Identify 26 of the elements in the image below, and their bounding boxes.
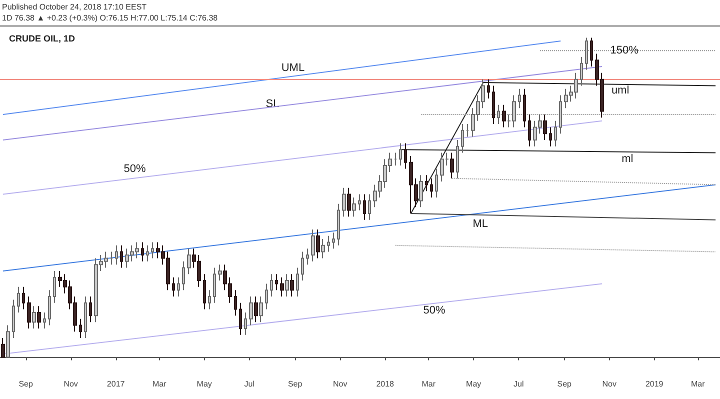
x-tick-label: May: [466, 380, 482, 388]
series-label: ML: [472, 218, 488, 230]
series-label: 150%: [610, 44, 639, 57]
x-tick-label: Jul: [513, 380, 524, 388]
series-label: UML: [281, 62, 305, 74]
series-label: 50%: [124, 163, 146, 176]
x-tick-label: Nov: [64, 380, 78, 388]
text: Published October 24, 2018 17:10 EEST: [2, 2, 147, 12]
x-tick-label: Nov: [602, 380, 616, 388]
x-tick-label: Nov: [332, 380, 348, 388]
series-label: uml: [611, 84, 630, 96]
x-tick-label: 2018: [376, 380, 395, 388]
x-tick-label: Jul: [244, 380, 255, 388]
x-tick-label: Mar: [152, 380, 167, 388]
text: 1D 76.38 ▲ +0.23 (+0.3%) O:76.15 H:77.00 L:75.14 C:76.38: [2, 14, 218, 22]
x-tick-label: Sep: [557, 380, 572, 388]
chart-title: CRUDE OIL, 1D: [9, 34, 76, 44]
x-tick-label: Sep: [18, 380, 34, 388]
x-tick-label: 2017: [106, 380, 126, 388]
series-label: 50%: [423, 304, 446, 316]
x-tick-label: Sep: [288, 380, 303, 388]
x-tick-label: Mar: [422, 380, 436, 388]
series-label: ml: [622, 152, 634, 165]
x-tick-label: Mar: [690, 380, 706, 388]
x-tick-label: 2019: [645, 380, 664, 388]
x-tick-label: May: [196, 380, 212, 388]
